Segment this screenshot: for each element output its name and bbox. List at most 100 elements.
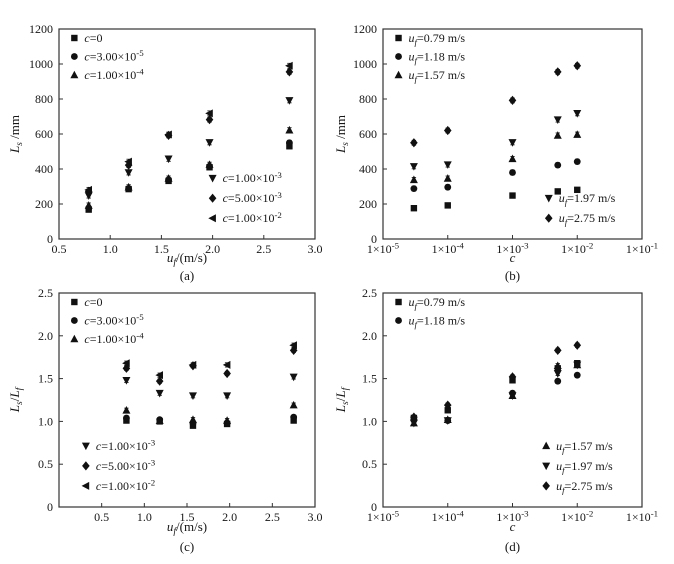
subplot-caption: (a)	[180, 268, 194, 283]
y-tick-label: 1000	[353, 57, 377, 71]
legend-item: c=1.00×10-2	[208, 210, 282, 225]
x-axis-label: uf/(m/s)	[167, 250, 207, 268]
x-tick-label: 1×10-1	[626, 241, 658, 256]
data-point-triangle-up	[188, 415, 197, 423]
y-tick-label: 0.5	[38, 457, 53, 471]
y-tick-label: 800	[359, 92, 377, 106]
data-point-diamond	[155, 376, 164, 386]
legend-item: uf=0.79 m/s	[395, 31, 465, 47]
legend-label: uf=1.57 m/s	[409, 68, 466, 84]
data-point-diamond	[443, 125, 452, 136]
y-tick-label: 1000	[29, 57, 53, 71]
legend-item: c=1.00×10-3	[208, 170, 283, 185]
legend-label: c=1.00×10-4	[84, 331, 144, 346]
legend-top-left: c=0 c=3.00×10-5 c=1.00×10-4	[70, 295, 144, 346]
data-point-circle	[509, 169, 516, 176]
data-point-triangle-down	[289, 373, 298, 382]
data-point-triangle-down	[508, 392, 517, 401]
x-tick-label: 3.0	[308, 242, 323, 256]
data-point-diamond	[553, 67, 562, 77]
data-point-triangle-up	[223, 416, 232, 424]
data-point-triangle-down	[508, 139, 517, 147]
y-axis-label: Ls /mm	[7, 115, 25, 154]
data-point-diamond	[542, 481, 550, 491]
data-point-square	[444, 407, 451, 414]
data-point-triangle-left	[289, 341, 297, 350]
legend-bottom-right: uf=1.57 m/s uf=1.97 m/s uf=2.75 m/s	[542, 439, 613, 495]
data-points	[84, 61, 294, 213]
data-point-triangle-down	[409, 419, 418, 428]
x-tick-label: 1×10-2	[561, 241, 593, 256]
legend-item: c=0	[71, 295, 102, 309]
data-point-triangle-down	[223, 392, 232, 401]
data-point-square	[554, 188, 561, 195]
data-point-square	[509, 192, 516, 199]
x-tick-label: 2.5	[256, 242, 271, 256]
y-tick-label: 2.0	[362, 329, 377, 343]
y-tick-label: 1200	[29, 22, 53, 36]
data-point-triangle-up	[70, 70, 79, 79]
data-point-circle	[70, 317, 78, 324]
x-axis-label: c	[510, 519, 516, 534]
y-tick-label: 200	[35, 197, 53, 211]
y-tick-label: 0	[47, 232, 53, 246]
data-point-triangle-up	[553, 361, 562, 370]
legend-item: c=1.00×10-3	[81, 437, 156, 453]
data-point-triangle-up	[205, 160, 214, 168]
data-point-diamond	[410, 412, 418, 422]
y-tick-label: 0	[371, 500, 377, 514]
legend-top-left: uf=0.79 m/s uf=1.18 m/s	[395, 295, 465, 330]
y-tick-label: 1.5	[38, 372, 53, 386]
x-tick-label: 1.5	[180, 510, 195, 524]
legend-item: c=1.00×10-4	[70, 331, 144, 346]
x-tick-label: 1×10-5	[367, 241, 400, 256]
x-tick-label: 1.0	[137, 510, 152, 524]
data-point-triangle-down	[124, 169, 133, 177]
data-point-triangle-up	[553, 131, 562, 139]
x-tick-label: 1×10-2	[561, 509, 593, 524]
data-point-circle	[444, 183, 452, 191]
legend-item: uf=1.97 m/s	[542, 459, 613, 475]
data-point-triangle-up	[164, 174, 173, 182]
data-point-circle	[290, 413, 298, 421]
x-tick-label: 1×10-4	[432, 509, 465, 524]
y-tick-label: 400	[359, 162, 377, 176]
subplot-caption: (b)	[505, 268, 520, 283]
legend-bottom-left: c=1.00×10-3 c=5.00×10-3 c=1.00×10-2	[81, 437, 156, 493]
subplot-caption: (d)	[505, 539, 520, 554]
subplot-d: 1×10-5 1×10-4 1×10-3 1×10-2 1×10-1 0 0.5 1.0 1.5…	[333, 286, 658, 554]
data-points	[122, 341, 298, 429]
data-point-triangle-up	[289, 400, 298, 409]
x-tick-label: 1.0	[103, 242, 118, 256]
legend-label: c=3.00×10-5	[84, 48, 144, 63]
data-point-triangle-up	[542, 441, 551, 450]
legend-item: uf=1.97 m/s	[544, 191, 616, 207]
legend-label: c=1.00×10-3	[223, 170, 283, 185]
legend-label: c=0	[84, 31, 102, 45]
data-points	[409, 61, 582, 212]
x-tick-label: 1×10-3	[496, 509, 529, 524]
data-point-diamond	[573, 61, 582, 71]
data-point-square	[395, 34, 402, 42]
data-point-circle	[554, 377, 562, 385]
y-tick-label: 0.5	[362, 457, 377, 471]
y-tick-label: 2.5	[38, 286, 53, 300]
x-tick-label: 1×10-4	[432, 241, 465, 256]
legend-label: c=5.00×10-3	[223, 190, 283, 205]
data-point-triangle-up	[124, 182, 133, 191]
data-point-triangle-left	[122, 359, 130, 368]
legend-label: uf=1.18 m/s	[409, 50, 466, 66]
data-point-diamond	[508, 95, 517, 105]
legend-label: uf=0.79 m/s	[409, 31, 466, 47]
data-point-triangle-up	[122, 405, 131, 414]
data-point-triangle-down	[553, 116, 562, 124]
data-points	[409, 340, 582, 428]
data-point-diamond	[508, 372, 517, 382]
legend-bottom-right: uf=1.97 m/s uf=2.75 m/s	[544, 191, 616, 227]
data-point-triangle-left	[81, 481, 90, 490]
y-axis-label: Ls/Lf	[7, 386, 25, 413]
data-point-triangle-up	[443, 174, 452, 182]
legend-label: c=1.00×10-4	[84, 67, 144, 82]
data-point-triangle-down	[542, 462, 551, 471]
legend-top-left: c=0 c=3.00×10-5 c=1.00×10-4	[70, 31, 144, 82]
